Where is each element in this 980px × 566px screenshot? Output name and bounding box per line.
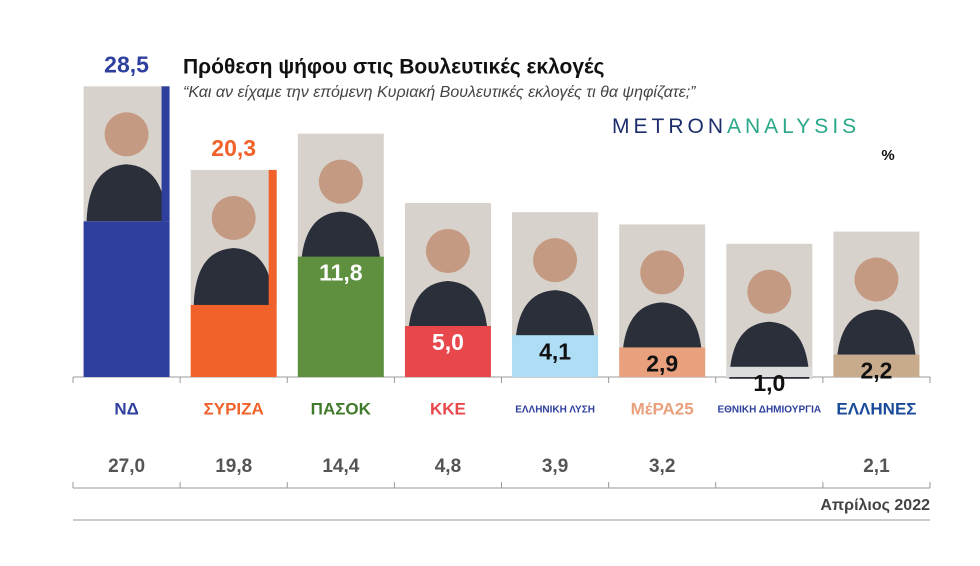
portrait-body: [86, 164, 167, 222]
value-label: 2,2: [860, 358, 892, 384]
portrait-head: [211, 195, 256, 240]
bar-top-strip: [161, 86, 170, 222]
portrait-head: [747, 269, 792, 314]
bar: [833, 354, 920, 377]
chart-subtitle: “Και αν είχαμε την επόμενη Κυριακή Βουλε…: [183, 84, 696, 101]
portrait-body: [622, 302, 703, 360]
bar: [297, 256, 384, 377]
value-label: 11,8: [319, 260, 363, 286]
comparison-value: 3,2: [649, 456, 675, 477]
unit: %: [881, 147, 894, 164]
bar: [404, 326, 491, 377]
bar: [726, 366, 813, 377]
bar: [190, 304, 277, 377]
bar: [512, 335, 599, 377]
portrait-body: [515, 290, 596, 348]
chart-title: Πρόθεση ψήφου στις Βουλευτικές εκλογές: [183, 56, 605, 79]
portrait-head: [104, 112, 149, 157]
value-label: 2,9: [646, 350, 678, 376]
portrait-body: [729, 321, 810, 379]
bar: [619, 347, 706, 377]
party-logo: ΕΛΛΗΝΕΣ: [836, 399, 916, 418]
bar-top-strip: [268, 169, 277, 305]
comparison-value: 3,9: [542, 456, 568, 477]
party-logo: ΕΘΝΙΚΗ ΔΗΜΙΟΥΡΓΙΑ: [717, 405, 821, 416]
comparison-value: 27,0: [108, 456, 145, 477]
value-label: 1,0: [753, 370, 785, 396]
portrait-head: [533, 238, 578, 283]
brand-part: METRON: [612, 115, 727, 138]
party-logo: ΠΑΣΟΚ: [311, 399, 372, 418]
portrait-body: [300, 211, 381, 269]
brand: METRONANALYSIS: [612, 115, 860, 138]
portrait-head: [854, 257, 899, 302]
portrait-body: [407, 281, 488, 338]
comparison-value: 19,8: [215, 456, 252, 477]
value-label: 4,1: [539, 338, 571, 364]
value-label: 28,5: [104, 51, 149, 77]
portrait-head: [425, 229, 470, 273]
comparison-value: 2,1: [863, 456, 890, 477]
party-logo: ΚΚΕ: [430, 399, 466, 418]
comparison-label: Απρίλιος 2022: [820, 497, 930, 514]
value-label: 20,3: [211, 135, 256, 161]
portrait-head: [318, 159, 363, 204]
party-logo: ΣΥΡΙΖΑ: [204, 399, 264, 418]
party-logo: ΝΔ: [114, 399, 139, 418]
comparison-value: 14,4: [322, 456, 359, 477]
party-logo: ΜέΡΑ25: [631, 399, 694, 418]
brand-part: ANALYSIS: [727, 115, 860, 138]
portrait-body: [836, 309, 917, 367]
portrait-head: [640, 250, 685, 295]
party-logo: ΕΛΛΗΝΙΚΗ ΛΥΣΗ: [515, 405, 595, 416]
value-label: 5,0: [432, 329, 464, 355]
bar: [83, 221, 170, 377]
comparison-value: 4,8: [435, 456, 461, 477]
portrait-body: [193, 247, 274, 305]
